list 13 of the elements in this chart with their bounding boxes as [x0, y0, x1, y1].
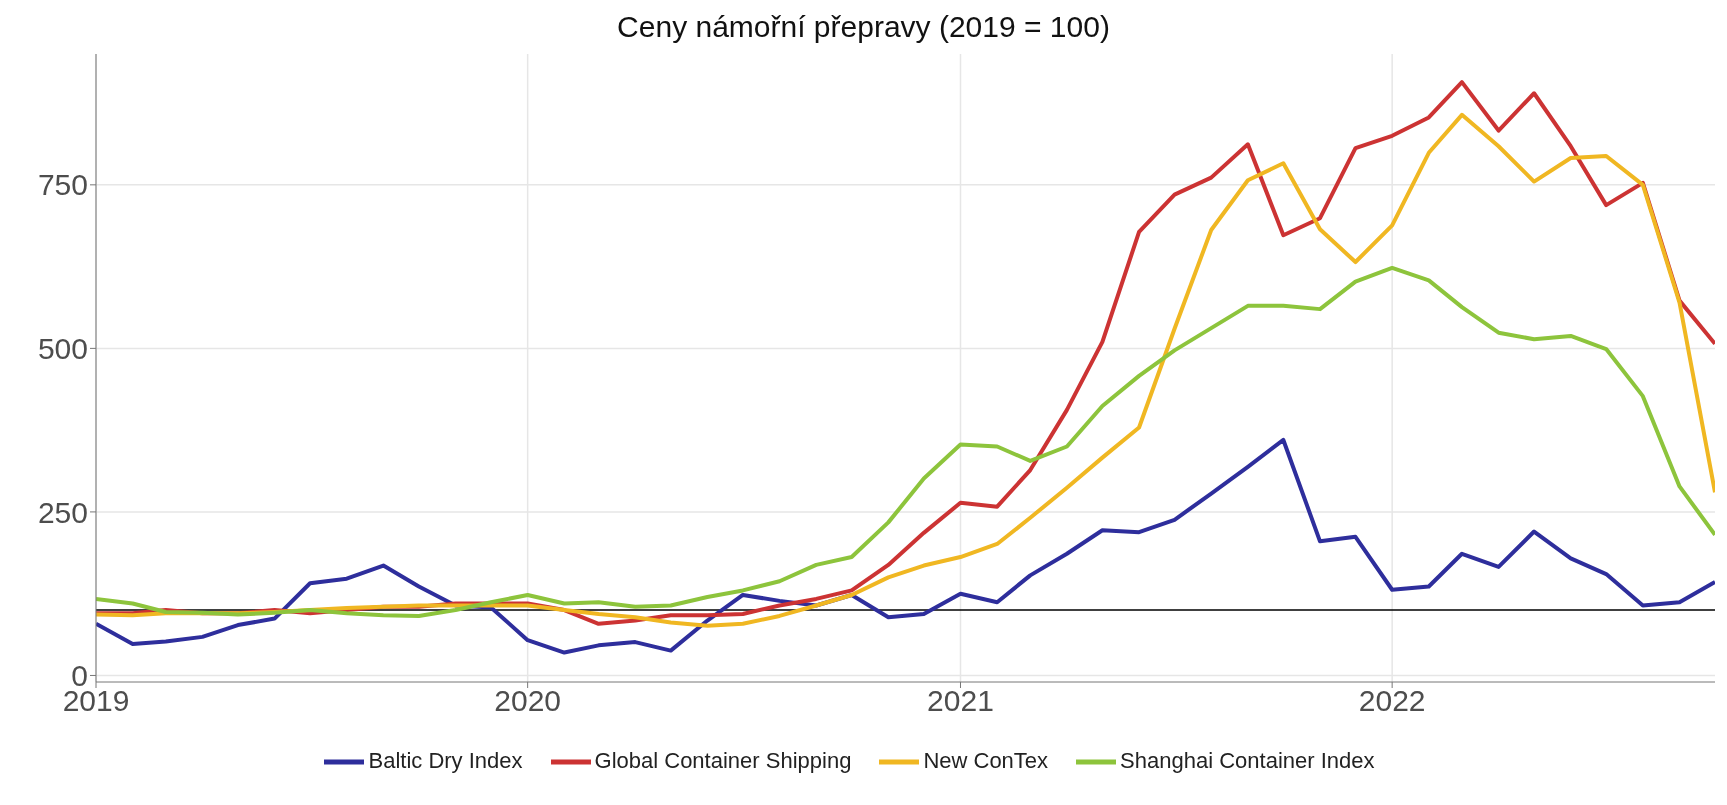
- legend-label: Shanghai Container Index: [1120, 747, 1375, 773]
- x-tick-label: 2022: [1358, 684, 1426, 718]
- line-series: [96, 265, 1715, 618]
- x-tick-label: 2021: [927, 684, 994, 718]
- line-series: [96, 437, 1715, 655]
- chart-title: Ceny námořní přepravy (2019 = 100): [616, 9, 1111, 45]
- x-tick-label: 2020: [494, 684, 562, 718]
- legend-label: New ConTex: [923, 747, 1049, 773]
- y-tick-label: 500: [37, 332, 88, 366]
- y-tick-label: 250: [37, 495, 88, 529]
- legend-label: Global Container Shipping: [594, 747, 852, 773]
- y-tick-label: 750: [37, 168, 88, 202]
- legend-label: Baltic Dry Index: [368, 747, 523, 773]
